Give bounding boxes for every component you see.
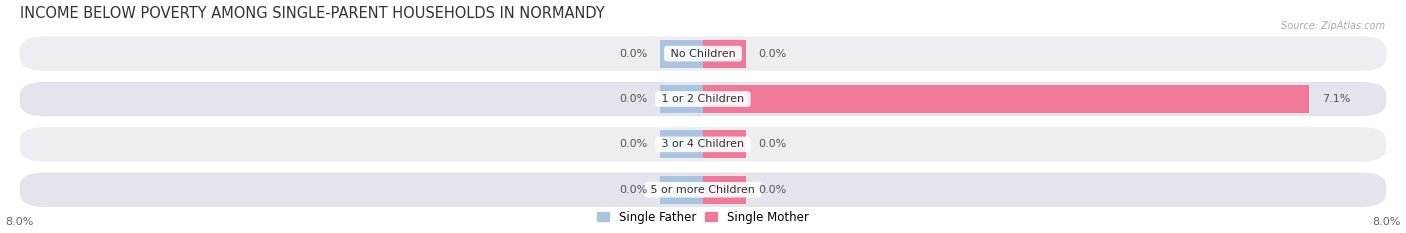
Bar <box>661 130 703 158</box>
Text: 0.0%: 0.0% <box>758 49 787 59</box>
Text: INCOME BELOW POVERTY AMONG SINGLE-PARENT HOUSEHOLDS IN NORMANDY: INCOME BELOW POVERTY AMONG SINGLE-PARENT… <box>20 6 605 21</box>
FancyBboxPatch shape <box>20 127 1386 162</box>
Text: 0.0%: 0.0% <box>758 139 787 149</box>
Text: 0.0%: 0.0% <box>758 185 787 195</box>
Bar <box>703 85 1309 113</box>
Text: 0.0%: 0.0% <box>619 94 648 104</box>
Bar <box>661 176 703 204</box>
Text: 0.0%: 0.0% <box>619 185 648 195</box>
Text: 1 or 2 Children: 1 or 2 Children <box>658 94 748 104</box>
FancyBboxPatch shape <box>20 172 1386 207</box>
FancyBboxPatch shape <box>20 36 1386 71</box>
Bar <box>703 176 745 204</box>
Bar <box>661 85 703 113</box>
Text: 3 or 4 Children: 3 or 4 Children <box>658 139 748 149</box>
Bar <box>703 40 745 68</box>
Text: 0.0%: 0.0% <box>619 49 648 59</box>
Text: No Children: No Children <box>666 49 740 59</box>
Bar <box>661 40 703 68</box>
Text: 7.1%: 7.1% <box>1322 94 1351 104</box>
Legend: Single Father, Single Mother: Single Father, Single Mother <box>598 211 808 224</box>
Text: 5 or more Children: 5 or more Children <box>647 185 759 195</box>
Bar <box>703 130 745 158</box>
Text: 0.0%: 0.0% <box>619 139 648 149</box>
Text: Source: ZipAtlas.com: Source: ZipAtlas.com <box>1281 21 1385 31</box>
FancyBboxPatch shape <box>20 82 1386 116</box>
